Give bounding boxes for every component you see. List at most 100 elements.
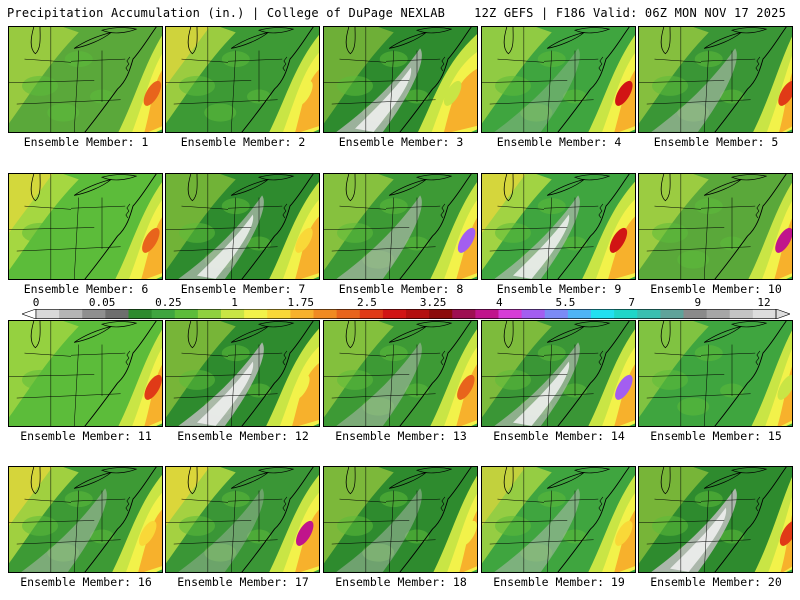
- precip-map: [9, 174, 162, 279]
- ensemble-member-label: Ensemble Member: 12: [177, 429, 309, 443]
- precip-map: [166, 27, 319, 132]
- ensemble-member-map: [165, 466, 320, 573]
- ensemble-member-map: [165, 173, 320, 280]
- ensemble-member-map: [165, 320, 320, 427]
- precip-map: [324, 321, 477, 426]
- precip-map: [482, 321, 635, 426]
- colorbar-tick-label: 1.75: [287, 296, 314, 309]
- colorbar-swatch: [567, 309, 592, 319]
- ensemble-member-map: [8, 466, 163, 573]
- colorbar-tick-label: 2.5: [356, 296, 377, 309]
- ensemble-member-label: Ensemble Member: 13: [335, 429, 467, 443]
- colorbar-swatch: [128, 309, 153, 319]
- ensemble-member-label: Ensemble Member: 20: [650, 575, 782, 589]
- precip-map: [639, 27, 792, 132]
- colorbar-swatch: [221, 309, 245, 319]
- colorbar-swatch: [683, 309, 708, 319]
- precip-map: [166, 467, 319, 572]
- colorbar-tick-label: 9: [694, 296, 702, 309]
- chart-title: Precipitation Accumulation (in.) | Colle…: [7, 6, 446, 20]
- colorbar-tick-label: 12: [757, 296, 771, 309]
- ensemble-member-label: Ensemble Member: 8: [338, 282, 464, 296]
- precip-map: [482, 467, 635, 572]
- precip-map: [482, 174, 635, 279]
- precip-map: [639, 174, 792, 279]
- colorbar-swatch: [59, 309, 83, 319]
- colorbar-swatch: [429, 309, 453, 319]
- precip-map: [639, 321, 792, 426]
- ensemble-member-label: Ensemble Member: 17: [177, 575, 309, 589]
- colorbar-tick-label: 4: [495, 296, 503, 309]
- ensemble-member-label: Ensemble Member: 18: [335, 575, 467, 589]
- colorbar-swatch: [174, 309, 199, 319]
- ensemble-member-map: [323, 466, 478, 573]
- colorbar-swatch: [660, 309, 684, 319]
- ensemble-member-label: Ensemble Member: 9: [496, 282, 622, 296]
- colorbar-swatch: [452, 309, 476, 319]
- ensemble-member-label: Ensemble Member: 11: [20, 429, 152, 443]
- ensemble-member-map: [323, 173, 478, 280]
- colorbar-tick-label: 5.5: [555, 296, 576, 309]
- ensemble-member-map: [481, 466, 636, 573]
- ensemble-member-map: [165, 26, 320, 133]
- colorbar-swatch: [313, 309, 338, 319]
- ensemble-member-label: Ensemble Member: 2: [180, 135, 306, 149]
- ensemble-member-map: [323, 320, 478, 427]
- colorbar-swatch: [382, 309, 407, 319]
- ensemble-member-label: Ensemble Member: 19: [493, 575, 625, 589]
- colorbar-min-arrow: [22, 309, 37, 319]
- colorbar-swatch: [36, 309, 60, 319]
- model-valid-time: 12Z GEFS | F186 Valid: 06Z MON NOV 17 20…: [474, 6, 786, 20]
- precip-map: [166, 321, 319, 426]
- colorbar-swatch: [498, 309, 523, 319]
- colorbar-swatch: [267, 309, 291, 319]
- ensemble-member-map: [638, 173, 793, 280]
- precip-map: [9, 321, 162, 426]
- colorbar-swatch: [105, 309, 129, 319]
- colorbar-tick-label: 3.25: [419, 296, 447, 309]
- colorbar-swatch: [151, 309, 176, 319]
- colorbar-tick-label: 0.25: [155, 296, 182, 309]
- ensemble-member-label: Ensemble Member: 5: [653, 135, 779, 149]
- precip-map: [324, 174, 477, 279]
- colorbar-swatch: [290, 309, 314, 319]
- ensemble-member-label: Ensemble Member: 7: [180, 282, 306, 296]
- colorbar-swatch: [521, 309, 546, 319]
- colorbar-tick-label: 0.05: [88, 296, 116, 309]
- ensemble-member-map: [481, 320, 636, 427]
- ensemble-member-map: [8, 26, 163, 133]
- ensemble-member-label: Ensemble Member: 15: [650, 429, 782, 443]
- ensemble-member-map: [8, 320, 163, 427]
- ensemble-member-label: Ensemble Member: 10: [650, 282, 782, 296]
- colorbar-swatch: [244, 309, 268, 319]
- precip-map: [9, 27, 162, 132]
- colorbar-tick-label: 1: [231, 296, 238, 309]
- ensemble-member-map: [638, 26, 793, 133]
- ensemble-member-map: [638, 466, 793, 573]
- colorbar-swatch: [336, 309, 361, 319]
- colorbar-swatch: [752, 309, 777, 319]
- precip-map: [324, 467, 477, 572]
- colorbar-swatch: [544, 309, 569, 319]
- colorbar-swatch: [729, 309, 754, 319]
- ensemble-member-map: [481, 26, 636, 133]
- ensemble-member-label: Ensemble Member: 4: [496, 135, 622, 149]
- ensemble-member-map: [481, 173, 636, 280]
- colorbar-swatch: [82, 309, 106, 319]
- colorbar-tick-label: 0: [32, 296, 40, 309]
- colorbar-swatch: [406, 309, 430, 319]
- ensemble-member-map: [638, 320, 793, 427]
- ensemble-member-map: [8, 173, 163, 280]
- colorbar-swatch: [591, 309, 615, 319]
- colorbar-tick-label: 7: [628, 296, 635, 309]
- colorbar-swatch: [637, 309, 661, 319]
- colorbar-swatch: [706, 309, 731, 319]
- ensemble-member-label: Ensemble Member: 16: [20, 575, 152, 589]
- colorbar-swatch: [475, 309, 499, 319]
- ensemble-member-map: [323, 26, 478, 133]
- colorbar-swatch: [197, 309, 222, 319]
- ensemble-member-label: Ensemble Member: 1: [23, 135, 149, 149]
- precip-colorbar: [22, 309, 790, 319]
- precip-map: [639, 467, 792, 572]
- precip-map: [9, 467, 162, 572]
